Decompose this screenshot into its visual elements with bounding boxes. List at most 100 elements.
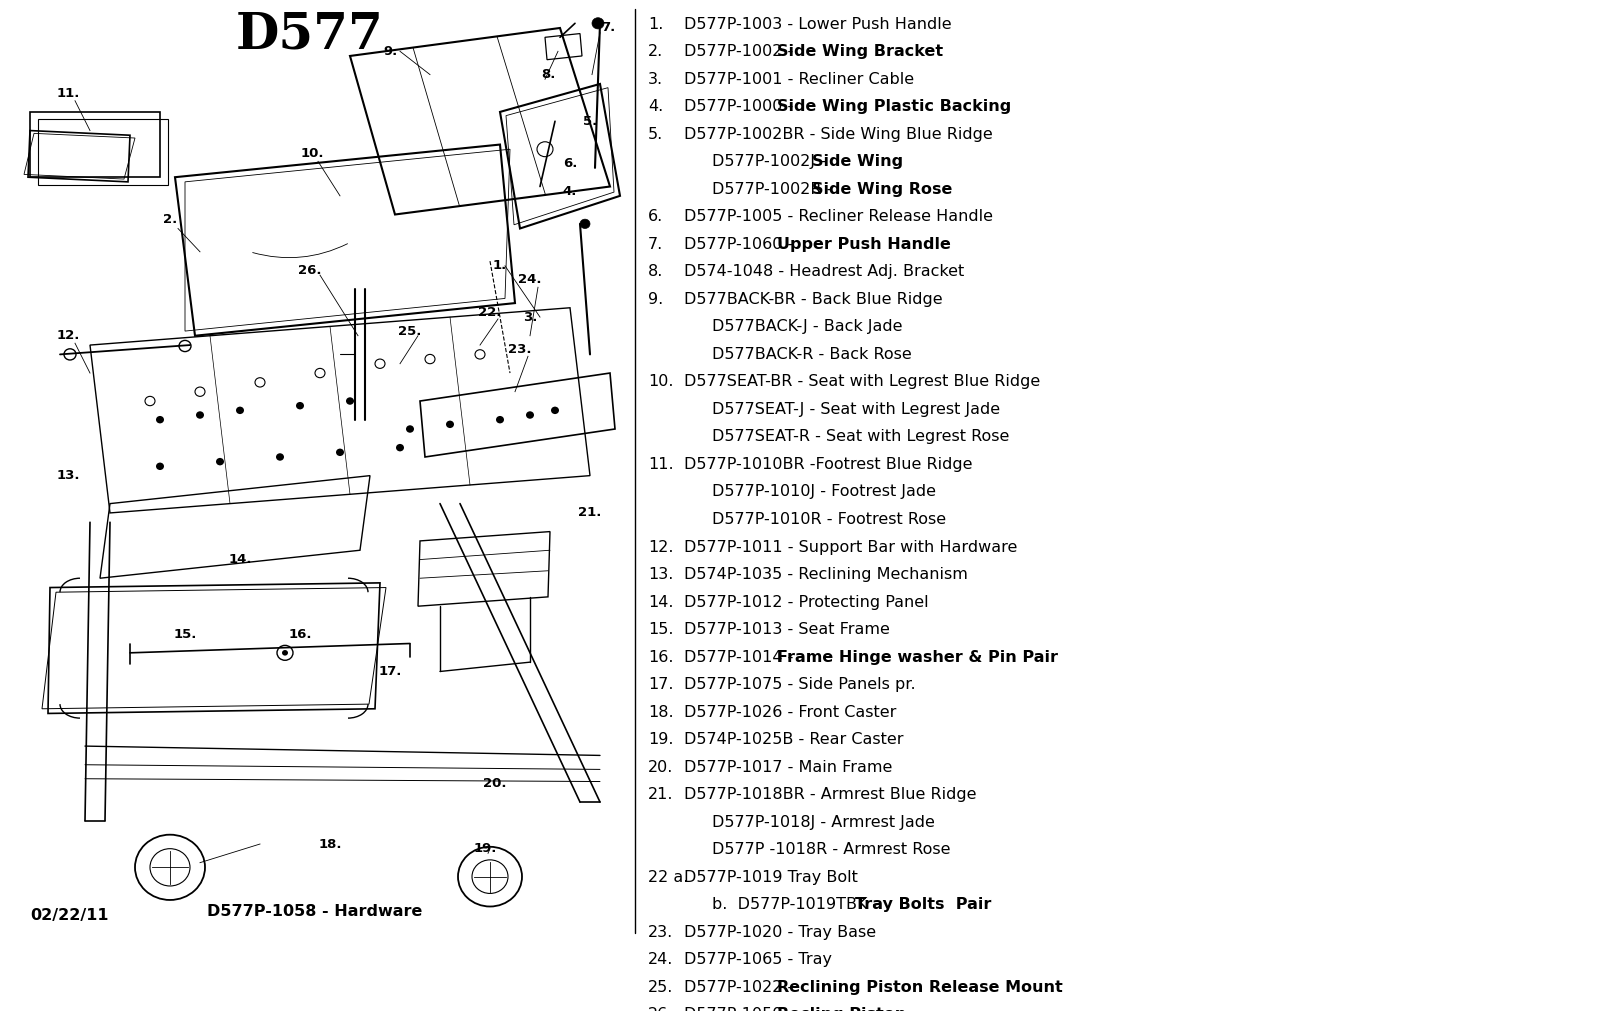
- Text: 12.: 12.: [56, 330, 80, 343]
- Circle shape: [336, 449, 344, 456]
- Circle shape: [406, 426, 414, 433]
- Text: 13.: 13.: [648, 567, 674, 582]
- Text: D577P-1014 -: D577P-1014 -: [685, 649, 798, 664]
- Text: 18.: 18.: [648, 705, 674, 720]
- Text: 20.: 20.: [483, 776, 507, 790]
- Text: D577P-1002 -: D577P-1002 -: [685, 44, 798, 60]
- Circle shape: [237, 406, 243, 415]
- Text: D577P-1065 - Tray: D577P-1065 - Tray: [685, 952, 832, 968]
- Circle shape: [277, 453, 285, 461]
- Circle shape: [446, 421, 454, 428]
- Text: 14.: 14.: [229, 553, 251, 566]
- Text: 22.: 22.: [478, 306, 502, 318]
- Text: D577BACK-R - Back Rose: D577BACK-R - Back Rose: [712, 347, 912, 362]
- Text: 1.: 1.: [493, 259, 507, 272]
- Text: 12.: 12.: [648, 540, 674, 554]
- Circle shape: [397, 444, 403, 451]
- Circle shape: [157, 463, 165, 470]
- Text: D577SEAT-J - Seat with Legrest Jade: D577SEAT-J - Seat with Legrest Jade: [712, 402, 1000, 417]
- Text: 8.: 8.: [648, 265, 664, 279]
- Text: D577SEAT-BR - Seat with Legrest Blue Ridge: D577SEAT-BR - Seat with Legrest Blue Rid…: [685, 374, 1040, 389]
- Text: D574P-1025B - Rear Caster: D574P-1025B - Rear Caster: [685, 732, 904, 747]
- Text: Tray Bolts  Pair: Tray Bolts Pair: [854, 897, 990, 912]
- Text: D577: D577: [237, 11, 384, 60]
- Text: D577P-1018BR - Armrest Blue Ridge: D577P-1018BR - Armrest Blue Ridge: [685, 788, 976, 802]
- Text: 24.: 24.: [648, 952, 674, 968]
- Text: 2.: 2.: [163, 212, 178, 225]
- Circle shape: [526, 411, 534, 419]
- Text: D577P-1058 - Hardware: D577P-1058 - Hardware: [208, 904, 422, 919]
- Circle shape: [550, 406, 558, 415]
- Text: 5.: 5.: [582, 114, 597, 127]
- Text: D577P-1002J -: D577P-1002J -: [712, 155, 830, 170]
- Text: 21.: 21.: [578, 507, 602, 520]
- Text: D574P-1035 - Reclining Mechanism: D574P-1035 - Reclining Mechanism: [685, 567, 968, 582]
- Text: D577P-1022 -: D577P-1022 -: [685, 980, 798, 995]
- Text: 16.: 16.: [288, 628, 312, 641]
- Text: D577P-1011 - Support Bar with Hardware: D577P-1011 - Support Bar with Hardware: [685, 540, 1018, 554]
- Text: D577P-1002BR - Side Wing Blue Ridge: D577P-1002BR - Side Wing Blue Ridge: [685, 126, 992, 142]
- Text: 21.: 21.: [648, 788, 674, 802]
- Text: 3.: 3.: [648, 72, 662, 87]
- Text: 3.: 3.: [523, 310, 538, 324]
- Circle shape: [579, 219, 590, 228]
- Text: D577P-1020 - Tray Base: D577P-1020 - Tray Base: [685, 925, 877, 939]
- Text: Side Wing Plastic Backing: Side Wing Plastic Backing: [776, 99, 1011, 114]
- Text: D577P-1005 - Recliner Release Handle: D577P-1005 - Recliner Release Handle: [685, 209, 994, 224]
- Text: 1.: 1.: [648, 17, 664, 31]
- Text: D577BACK-J - Back Jade: D577BACK-J - Back Jade: [712, 319, 902, 335]
- Text: D577P-1002R -: D577P-1002R -: [712, 182, 837, 197]
- Text: 18.: 18.: [318, 837, 342, 850]
- Text: 7.: 7.: [602, 21, 614, 34]
- Text: D577P-1075 - Side Panels pr.: D577P-1075 - Side Panels pr.: [685, 677, 915, 693]
- Text: D577P -1018R - Armrest Rose: D577P -1018R - Armrest Rose: [712, 842, 950, 857]
- Text: 13.: 13.: [56, 469, 80, 482]
- Text: 20.: 20.: [648, 759, 674, 774]
- Text: 19.: 19.: [648, 732, 674, 747]
- Circle shape: [157, 416, 165, 424]
- Text: 26.: 26.: [298, 264, 322, 277]
- Text: Side Wing: Side Wing: [811, 155, 902, 170]
- Text: 23.: 23.: [509, 343, 531, 356]
- Text: D577P-1012 - Protecting Panel: D577P-1012 - Protecting Panel: [685, 594, 928, 610]
- Text: D577P-1010BR -Footrest Blue Ridge: D577P-1010BR -Footrest Blue Ridge: [685, 457, 973, 472]
- Text: 22 a.: 22 a.: [648, 869, 688, 885]
- Text: 25.: 25.: [648, 980, 674, 995]
- Circle shape: [195, 411, 205, 419]
- Text: D577P-1060 -: D577P-1060 -: [685, 237, 798, 252]
- Text: 11.: 11.: [648, 457, 674, 472]
- Circle shape: [216, 458, 224, 465]
- Text: Side Wing Rose: Side Wing Rose: [811, 182, 952, 197]
- Text: Side Wing Bracket: Side Wing Bracket: [776, 44, 942, 60]
- Text: 23.: 23.: [648, 925, 674, 939]
- Text: 11.: 11.: [56, 87, 80, 100]
- Circle shape: [592, 18, 605, 29]
- Text: Frame Hinge washer & Pin Pair: Frame Hinge washer & Pin Pair: [776, 649, 1058, 664]
- Text: D577P-1019 Tray Bolt: D577P-1019 Tray Bolt: [685, 869, 858, 885]
- Text: 6.: 6.: [563, 157, 578, 170]
- Text: 4.: 4.: [648, 99, 664, 114]
- Circle shape: [496, 416, 504, 424]
- Text: 26.: 26.: [648, 1007, 674, 1011]
- Text: Reclining Piston Release Mount: Reclining Piston Release Mount: [776, 980, 1062, 995]
- Text: 10.: 10.: [648, 374, 674, 389]
- Text: 02/22/11: 02/22/11: [30, 908, 109, 923]
- Text: 25.: 25.: [398, 325, 422, 338]
- Text: 2.: 2.: [648, 44, 664, 60]
- Text: D577P-1001 - Recliner Cable: D577P-1001 - Recliner Cable: [685, 72, 914, 87]
- Text: 16.: 16.: [648, 649, 674, 664]
- Text: D577P-1000 -: D577P-1000 -: [685, 99, 798, 114]
- Text: D577P-1017 - Main Frame: D577P-1017 - Main Frame: [685, 759, 893, 774]
- Text: 24.: 24.: [518, 273, 542, 286]
- Text: 9.: 9.: [648, 292, 664, 307]
- Text: 14.: 14.: [648, 594, 674, 610]
- Text: 19.: 19.: [474, 842, 496, 855]
- Text: 7.: 7.: [648, 237, 664, 252]
- Text: 8.: 8.: [541, 68, 555, 81]
- Text: D577P-1003 - Lower Push Handle: D577P-1003 - Lower Push Handle: [685, 17, 952, 31]
- Text: D577SEAT-R - Seat with Legrest Rose: D577SEAT-R - Seat with Legrest Rose: [712, 430, 1010, 445]
- Text: 15.: 15.: [173, 628, 197, 641]
- Text: 5.: 5.: [648, 126, 664, 142]
- Text: 4.: 4.: [563, 185, 578, 198]
- Text: D577BACK-BR - Back Blue Ridge: D577BACK-BR - Back Blue Ridge: [685, 292, 942, 307]
